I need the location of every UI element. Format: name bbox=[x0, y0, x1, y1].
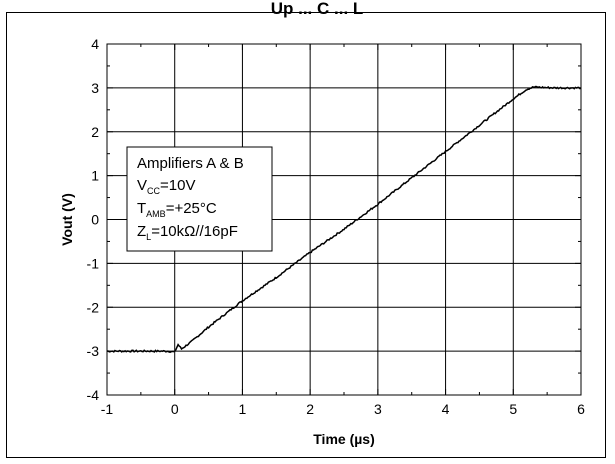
x-tick-label: 2 bbox=[306, 401, 314, 417]
annotation-vcc-main: V bbox=[137, 177, 147, 194]
x-tick-label: 3 bbox=[374, 401, 382, 417]
annotation-border bbox=[126, 146, 273, 252]
y-tick-label: 4 bbox=[91, 36, 99, 52]
annotation-vcc-sub: CC bbox=[147, 186, 160, 196]
x-tick-label: 6 bbox=[577, 401, 585, 417]
axis-ticks bbox=[106, 43, 582, 396]
annotation-vcc-value: =10V bbox=[160, 177, 195, 194]
y-tick-labels: -4 -3 -2 -1 0 1 2 3 4 bbox=[87, 36, 100, 403]
annotation-box: Amplifiers A & B VCC=10V TAMB=+25°C ZL=1… bbox=[126, 146, 273, 252]
x-tick-label: 5 bbox=[509, 401, 517, 417]
x-tick-label: 0 bbox=[171, 401, 179, 417]
y-tick-label: 0 bbox=[91, 212, 99, 228]
annotation-amplifiers: Amplifiers A & B bbox=[137, 155, 244, 172]
annotation-zl-main: Z bbox=[137, 223, 146, 240]
y-tick-label: 3 bbox=[91, 80, 99, 96]
annotation-zl-sub: L bbox=[146, 232, 151, 242]
series-line bbox=[106, 85, 582, 353]
y-tick-label: -3 bbox=[87, 343, 100, 359]
y-tick-label: 1 bbox=[91, 168, 99, 184]
x-tick-labels: -1 0 1 2 3 4 5 6 bbox=[101, 401, 585, 417]
y-tick-label: -1 bbox=[87, 255, 100, 271]
y-tick-label: 2 bbox=[91, 124, 99, 140]
annotation-tamb-sub: AMB bbox=[146, 209, 166, 219]
x-tick-label: 4 bbox=[442, 401, 450, 417]
annotation-tamb-value: =+25°C bbox=[166, 200, 217, 217]
chart-title-partial: Up ... C ... L bbox=[270, 0, 364, 18]
x-tick-label: 1 bbox=[239, 401, 247, 417]
annotation-tamb-main: T bbox=[137, 200, 146, 217]
y-tick-label: -4 bbox=[87, 387, 100, 403]
annotation-vcc: VCC=10V bbox=[137, 177, 195, 196]
chart-frame: Up ... C ... L bbox=[6, 0, 606, 458]
y-tick-label: -2 bbox=[87, 299, 100, 315]
x-tick-label: -1 bbox=[101, 401, 114, 417]
y-axis-label: Vout (V) bbox=[59, 193, 75, 246]
annotation-zl-value: =10kΩ//16pF bbox=[151, 223, 238, 240]
annotation-zl: ZL=10kΩ//16pF bbox=[137, 223, 238, 242]
annotation-tamb: TAMB=+25°C bbox=[137, 200, 217, 219]
grid bbox=[107, 44, 581, 395]
x-axis-label: Time (µs) bbox=[313, 431, 375, 447]
